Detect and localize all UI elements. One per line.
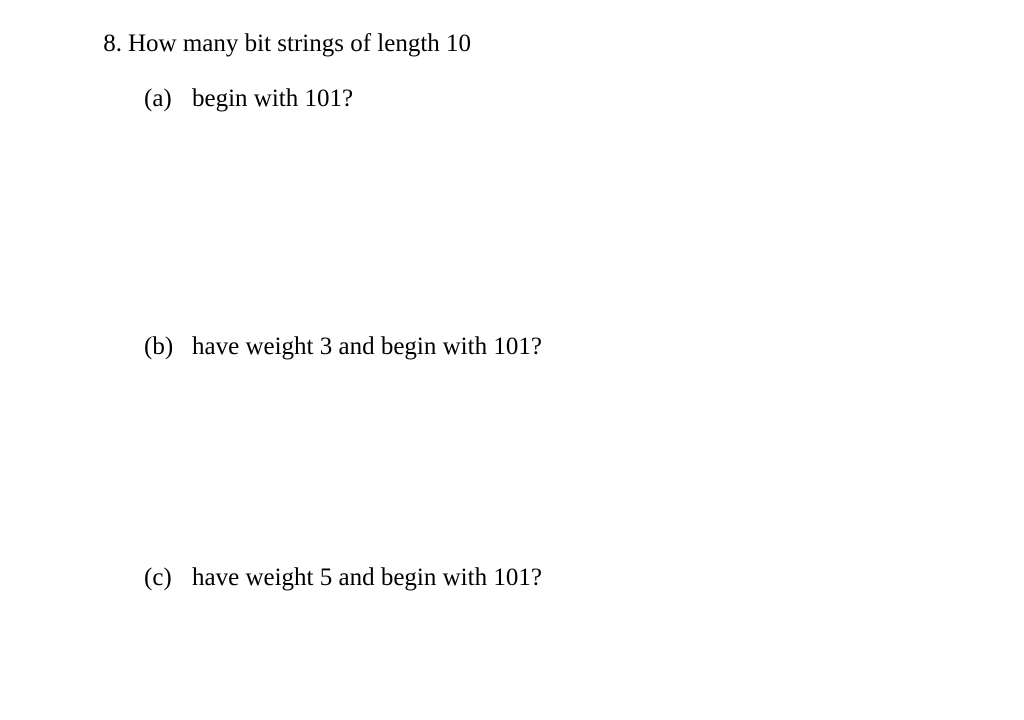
spacer [82, 61, 964, 83]
subpart-text: have weight 3 and begin with 101? [192, 331, 542, 364]
subpart-text: have weight 5 and begin with 101? [192, 562, 542, 595]
subpart-text: begin with 101? [192, 83, 353, 116]
subpart-label: (a) [144, 83, 192, 116]
subpart-label: (b) [144, 331, 192, 364]
problem-page: 8. How many bit strings of length 10 (a)… [0, 0, 1024, 594]
problem-number: 8. [82, 28, 128, 61]
spacer [144, 115, 964, 331]
subpart-label: (c) [144, 562, 192, 595]
subpart-a: (a) begin with 101? [144, 83, 964, 116]
spacer [144, 364, 964, 562]
subparts-list: (a) begin with 101? (b) have weight 3 an… [82, 83, 964, 595]
subpart-c: (c) have weight 5 and begin with 101? [144, 562, 964, 595]
problem-stem-row: 8. How many bit strings of length 10 [82, 28, 964, 61]
problem-stem-text: How many bit strings of length 10 [128, 28, 471, 61]
subpart-b: (b) have weight 3 and begin with 101? [144, 331, 964, 364]
